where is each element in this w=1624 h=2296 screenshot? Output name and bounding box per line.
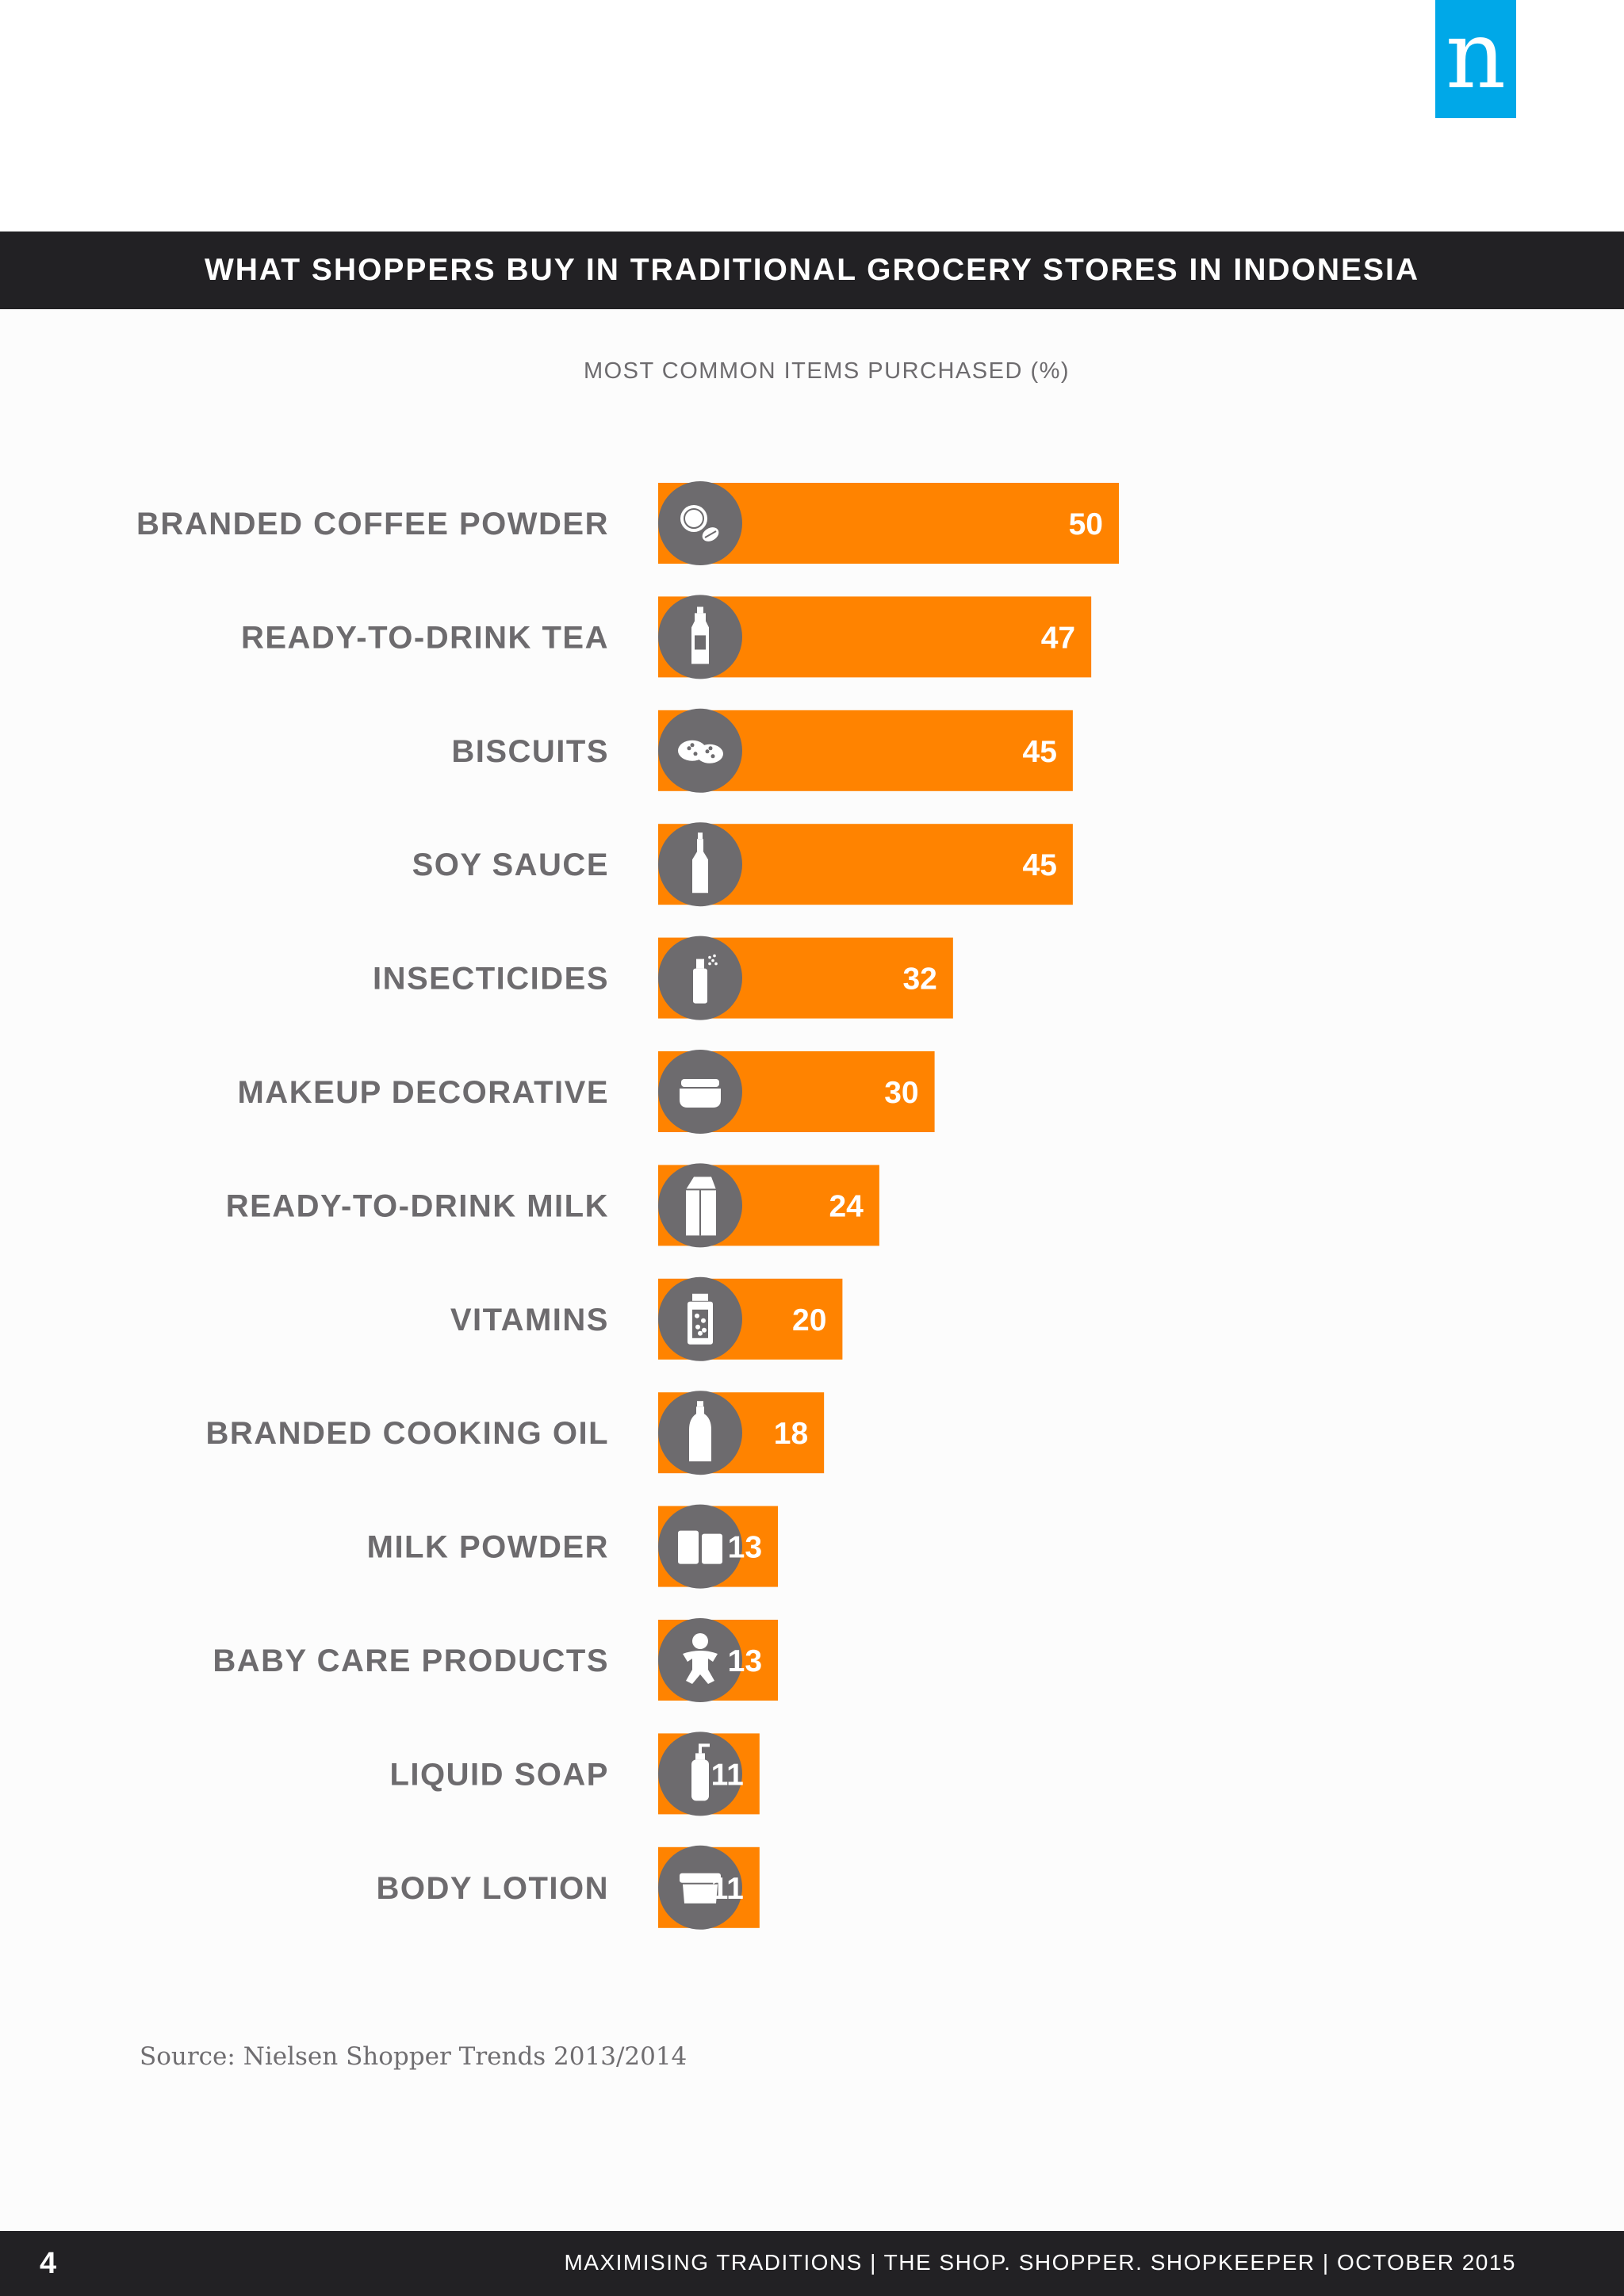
value-label: 50 xyxy=(1069,507,1103,541)
chart-title: WHAT SHOPPERS BUY IN TRADITIONAL GROCERY… xyxy=(204,253,1420,287)
value-label: 11 xyxy=(711,1872,744,1906)
source-note: Source: Nielsen Shopper Trends 2013/2014 xyxy=(140,2042,688,2071)
category-label: BABY CARE PRODUCTS xyxy=(213,1644,609,1678)
bar-row: MAKEUP DECORATIVE 30 xyxy=(237,1050,935,1134)
bar-row: BODY LOTION 11 xyxy=(376,1845,760,1930)
cookies-icon xyxy=(678,740,723,763)
logo-letter: n xyxy=(1446,0,1506,109)
value-label: 47 xyxy=(1041,621,1075,655)
nielsen-logo: n xyxy=(1435,0,1516,118)
milk-tin-icon xyxy=(678,1530,722,1564)
value-label: 45 xyxy=(1023,848,1057,882)
title-banner: WHAT SHOPPERS BUY IN TRADITIONAL GROCERY… xyxy=(0,232,1624,309)
value-label: 13 xyxy=(728,1644,762,1678)
category-label: BODY LOTION xyxy=(376,1871,609,1906)
cosmetic-jar-icon xyxy=(680,1079,721,1108)
category-label: LIQUID SOAP xyxy=(389,1757,609,1792)
bar-row: READY-TO-DRINK TEA 47 xyxy=(241,595,1092,679)
value-label: 13 xyxy=(728,1531,762,1565)
category-label: BRANDED COOKING OIL xyxy=(206,1416,610,1451)
value-label: 11 xyxy=(711,1758,744,1792)
bar-row: MILK POWDER 13 xyxy=(367,1504,779,1589)
chart-subtitle: MOST COMMON ITEMS PURCHASED (%) xyxy=(583,358,1071,384)
milk-carton-icon xyxy=(686,1177,716,1236)
bar-chart: BRANDED COFFEE POWDER 50 READY-TO-DRINK TE… xyxy=(136,481,1119,1930)
category-label: BISCUITS xyxy=(451,734,609,769)
category-label: BRANDED COFFEE POWDER xyxy=(136,507,609,541)
category-label: MAKEUP DECORATIVE xyxy=(237,1075,609,1110)
footer-bar: 4 MAXIMISING TRADITIONS | THE SHOP. SHOP… xyxy=(0,2231,1624,2296)
icon-circle xyxy=(658,1504,742,1589)
value-label: 24 xyxy=(829,1189,864,1223)
category-label: READY-TO-DRINK TEA xyxy=(241,620,609,655)
page-header-area xyxy=(0,0,1624,232)
coffee-beans-icon xyxy=(680,505,719,541)
category-label: READY-TO-DRINK MILK xyxy=(226,1188,609,1223)
value-label: 18 xyxy=(774,1417,808,1451)
value-label: 45 xyxy=(1023,735,1057,769)
footer-text: MAXIMISING TRADITIONS | THE SHOP. SHOPPE… xyxy=(564,2250,1516,2275)
category-label: INSECTICIDES xyxy=(373,962,609,997)
sauce-bottle-icon xyxy=(692,832,708,894)
baby-icon xyxy=(683,1633,718,1684)
vitamin-jar-icon xyxy=(688,1293,713,1345)
category-label: SOY SAUCE xyxy=(412,848,609,882)
page-number: 4 xyxy=(40,2247,57,2280)
bar-row: BABY CARE PRODUCTS 13 xyxy=(213,1618,779,1702)
bar-row: VITAMINS 20 xyxy=(450,1276,843,1361)
bar-row: LIQUID SOAP 11 xyxy=(389,1732,760,1816)
lotion-jar-icon xyxy=(680,1873,721,1904)
bar-row: BRANDED COOKING OIL 18 xyxy=(206,1391,825,1475)
value-label: 20 xyxy=(792,1303,826,1337)
value-label: 30 xyxy=(884,1076,918,1110)
bar-row: READY-TO-DRINK MILK 24 xyxy=(226,1163,879,1248)
soap-pump-icon xyxy=(691,1743,710,1801)
category-label: MILK POWDER xyxy=(367,1530,609,1565)
value-label: 32 xyxy=(902,962,936,997)
tea-bottle-icon xyxy=(691,607,709,664)
bar-row: BRANDED COFFEE POWDER 50 xyxy=(136,481,1119,565)
bar-row: SOY SAUCE 45 xyxy=(412,822,1073,907)
category-label: VITAMINS xyxy=(450,1303,609,1337)
oil-bottle-icon xyxy=(689,1401,711,1462)
bar-row: INSECTICIDES 32 xyxy=(373,936,953,1020)
spray-can-icon xyxy=(693,954,718,1004)
bar-row: BISCUITS 45 xyxy=(451,708,1073,793)
